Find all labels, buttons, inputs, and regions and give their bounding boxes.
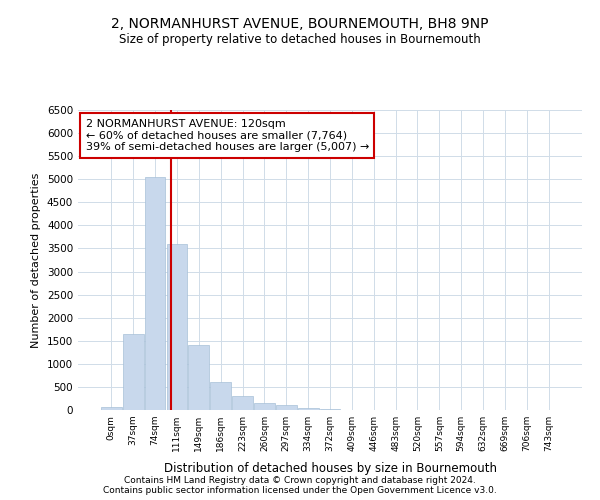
Bar [123,334,143,410]
Bar [145,177,166,410]
Y-axis label: Number of detached properties: Number of detached properties [31,172,41,348]
Text: Size of property relative to detached houses in Bournemouth: Size of property relative to detached ho… [119,32,481,46]
Bar [320,408,340,410]
Text: Contains public sector information licensed under the Open Government Licence v3: Contains public sector information licen… [103,486,497,495]
X-axis label: Distribution of detached houses by size in Bournemouth: Distribution of detached houses by size … [163,462,497,475]
Bar [167,244,187,410]
Bar [210,382,231,410]
Text: Contains HM Land Registry data © Crown copyright and database right 2024.: Contains HM Land Registry data © Crown c… [124,476,476,485]
Bar [188,346,209,410]
Text: 2, NORMANHURST AVENUE, BOURNEMOUTH, BH8 9NP: 2, NORMANHURST AVENUE, BOURNEMOUTH, BH8 … [111,18,489,32]
Bar [101,406,122,410]
Bar [298,408,319,410]
Text: 2 NORMANHURST AVENUE: 120sqm
← 60% of detached houses are smaller (7,764)
39% of: 2 NORMANHURST AVENUE: 120sqm ← 60% of de… [86,119,369,152]
Bar [254,403,275,410]
Bar [276,406,296,410]
Bar [232,396,253,410]
